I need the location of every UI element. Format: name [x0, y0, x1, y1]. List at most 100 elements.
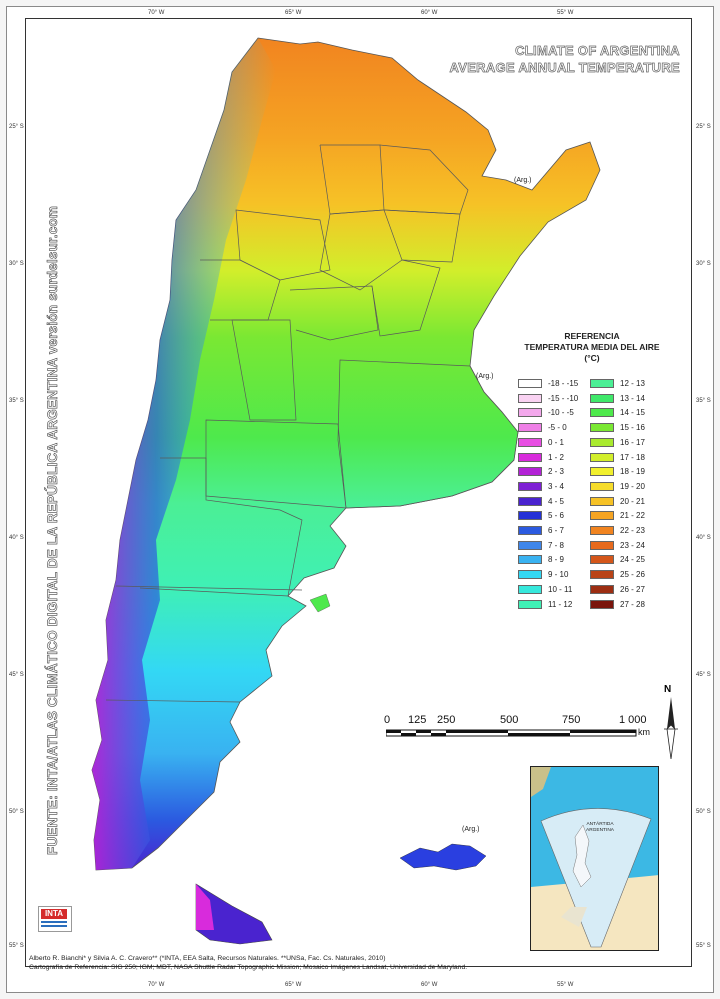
scale-label: 250 — [437, 714, 456, 726]
credits-line-2: Cartografía de Referencia: SIG 250; IGM;… — [29, 964, 468, 971]
latitude-label: 25° S — [696, 124, 711, 130]
longitude-label: 60° W — [421, 982, 438, 988]
legend-label: 12 - 13 — [620, 379, 645, 388]
latitude-label: 45° S — [9, 672, 24, 678]
legend-item: 15 - 16 — [590, 422, 645, 433]
legend-swatch — [518, 540, 542, 550]
legend-item: 27 - 28 — [590, 599, 645, 610]
latitude-label: 55° S — [9, 943, 24, 949]
longitude-label: 65° W — [285, 10, 302, 16]
scale-label: 500 — [500, 714, 519, 726]
legend-label: 14 - 15 — [620, 408, 645, 418]
legend-item: -5 - 0 — [518, 422, 567, 433]
credits-line-1: Alberto R. Bianchi* y Silvia A. C. Crave… — [29, 955, 386, 962]
legend-swatch — [518, 408, 542, 418]
legend-label: 6 - 7 — [548, 526, 565, 535]
legend-swatch — [518, 379, 542, 388]
legend-item: 24 - 25 — [590, 554, 645, 565]
legend-item: 20 - 21 — [590, 496, 645, 507]
legend-swatch — [518, 393, 542, 403]
legend-swatch — [590, 379, 614, 388]
legend-label: 2 - 3 — [548, 467, 565, 477]
north-label: N — [664, 684, 672, 695]
legend-label: 13 - 14 — [620, 393, 645, 403]
inta-logo-text: INTA — [41, 909, 67, 919]
antarctica-label-line-2: ARGENTINA — [586, 828, 614, 833]
longitude-label: 65° W — [285, 982, 302, 988]
legend-swatch — [590, 452, 614, 462]
legend-label: 22 - 23 — [620, 526, 645, 535]
legend-swatch — [518, 584, 542, 594]
legend-item: 2 - 3 — [518, 466, 564, 477]
legend-item: 9 - 10 — [518, 569, 568, 580]
latitude-label: 30° S — [9, 261, 24, 267]
legend-label: -18 - -15 — [548, 379, 579, 388]
legend-swatch — [590, 526, 614, 535]
arg-label-north: (Arg.) — [514, 177, 532, 184]
legend-label: 7 - 8 — [548, 540, 565, 550]
latitude-label: 30° S — [696, 261, 711, 267]
legend-item: 21 - 22 — [590, 510, 645, 521]
legend-swatch — [590, 540, 614, 550]
latitude-label: 50° S — [696, 809, 711, 815]
legend-swatch — [518, 452, 542, 462]
longitude-label: 55° W — [557, 10, 574, 16]
legend-label: 27 - 28 — [620, 599, 645, 609]
longitude-label: 70° W — [148, 982, 165, 988]
legend-label: 19 - 20 — [620, 481, 645, 491]
latitude-label: 35° S — [696, 398, 711, 404]
latitude-label: 50° S — [9, 809, 24, 815]
legend-item: 18 - 19 — [590, 466, 645, 477]
legend-item: 16 - 17 — [590, 437, 645, 448]
legend-label: 25 - 26 — [620, 570, 645, 580]
legend-item: 25 - 26 — [590, 569, 645, 580]
scale-label: 750 — [562, 714, 581, 726]
legend-label: 23 - 24 — [620, 540, 645, 550]
legend-item: 11 - 12 — [518, 599, 572, 610]
legend-item: -15 - -10 — [518, 393, 578, 404]
legend-item: 17 - 18 — [590, 452, 645, 463]
legend-label: 0 - 1 — [548, 437, 565, 447]
antarctica-label-line-1: ANTÁRTIDA — [586, 822, 614, 827]
legend-swatch — [518, 555, 542, 565]
legend-label: 16 - 17 — [620, 437, 645, 447]
legend-swatch — [590, 496, 614, 506]
legend-swatch — [518, 437, 542, 447]
latitude-label: 45° S — [696, 672, 711, 678]
legend-swatch — [590, 555, 614, 565]
legend-item: 26 - 27 — [590, 584, 645, 595]
legend-heading-line-2: TEMPERATURA MEDIA DEL AIRE — [524, 342, 660, 352]
longitude-label: 60° W — [421, 10, 438, 16]
latitude-label: 40° S — [696, 535, 711, 541]
arg-label-east: (Arg.) — [476, 373, 494, 380]
legend-swatch — [590, 423, 614, 433]
scale-unit: km — [638, 727, 650, 737]
scale-bar-graphic — [386, 729, 637, 737]
north-arrow-icon — [664, 697, 678, 760]
legend-item: 3 - 4 — [518, 481, 564, 492]
legend-label: 21 - 22 — [620, 511, 645, 521]
legend-item: 7 - 8 — [518, 540, 564, 551]
legend-swatch — [590, 408, 614, 418]
legend-heading: REFERENCIA TEMPERATURA MEDIA DEL AIRE (°… — [512, 331, 672, 364]
legend-label: 11 - 12 — [548, 599, 573, 609]
title-line-2: AVERAGE ANNUAL TEMPERATURE — [449, 60, 680, 76]
legend-label: 1 - 2 — [548, 452, 565, 462]
legend-item: -18 - -15 — [518, 378, 578, 389]
legend-swatch — [518, 599, 542, 609]
legend-label: 18 - 19 — [620, 467, 645, 477]
legend-swatch — [590, 393, 614, 403]
legend-swatch — [518, 467, 542, 477]
legend-label: 8 - 9 — [548, 555, 565, 565]
legend-label: 20 - 21 — [620, 496, 645, 506]
scale-label: 125 — [408, 714, 427, 726]
legend-label: 17 - 18 — [620, 452, 645, 462]
legend-swatch — [518, 526, 542, 535]
antarctica-inset — [530, 766, 659, 951]
legend-item: 22 - 23 — [590, 525, 645, 536]
antarctica-label: ANTÁRTIDA ARGENTINA — [586, 822, 614, 834]
legend-swatch — [590, 570, 614, 580]
legend-item: -10 - -5 — [518, 407, 574, 418]
legend-item: 6 - 7 — [518, 525, 564, 536]
scale-label: 0 — [384, 714, 391, 726]
